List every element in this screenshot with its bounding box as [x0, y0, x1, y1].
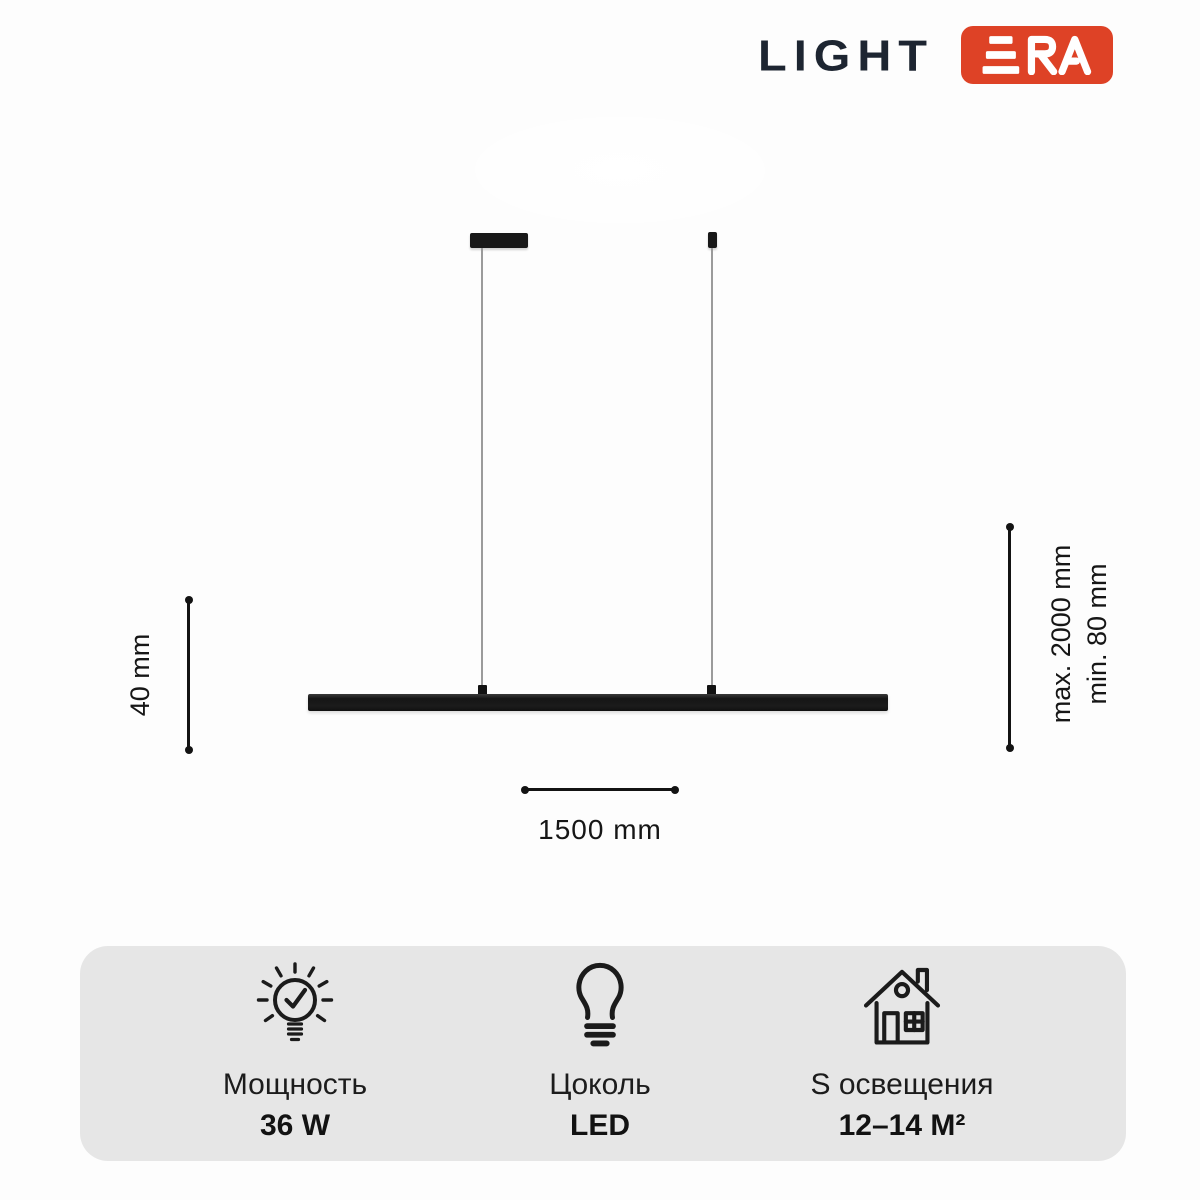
dimension-label-height: 40 mm — [125, 633, 155, 717]
spec-label-power: Мощность — [222, 1068, 368, 1101]
dimension-line-height — [187, 599, 190, 751]
ceiling-wire-connector — [708, 232, 717, 248]
spec-value-socket: LED — [570, 1109, 630, 1142]
spec-panel: Мощность 36 W Цоколь LED — [80, 946, 1126, 1161]
spec-value-power: 36 W — [259, 1109, 331, 1142]
dimension-label-suspension-min: min. 80 mm — [1082, 563, 1112, 705]
era-logotype-icon — [982, 35, 1092, 75]
bulb-check-icon — [135, 956, 455, 1058]
house-icon — [742, 956, 1062, 1058]
ceiling-canopy — [470, 233, 528, 248]
spec-value-area: 12–14 М² — [838, 1109, 966, 1142]
bulb-icon — [440, 956, 760, 1058]
brand-logo: LIGHT ERA — [758, 24, 1113, 86]
spec-label-area: S освещения — [810, 1068, 994, 1101]
dimension-label-suspension-max: max. 2000 mm — [1046, 544, 1076, 724]
dimension-line-suspension — [1008, 526, 1011, 749]
suspension-wire-left — [481, 248, 483, 688]
background-glow — [430, 100, 810, 240]
wire-mount-right — [707, 685, 716, 695]
spec-item-area: S освещения 12–14 М² — [742, 956, 1062, 1142]
logo-light-text: LIGHT — [758, 30, 934, 80]
logo-era-badge: ERA — [960, 26, 1113, 84]
spec-item-socket: Цоколь LED — [440, 956, 760, 1142]
spec-item-power: Мощность 36 W — [135, 956, 455, 1142]
spec-label-socket: Цоколь — [549, 1068, 651, 1101]
dimension-line-length — [524, 788, 676, 791]
linear-lamp-bar — [308, 694, 888, 711]
wire-mount-left — [478, 685, 487, 695]
suspension-wire-right — [711, 248, 713, 688]
dimension-label-length: 1500 mm — [538, 814, 662, 845]
